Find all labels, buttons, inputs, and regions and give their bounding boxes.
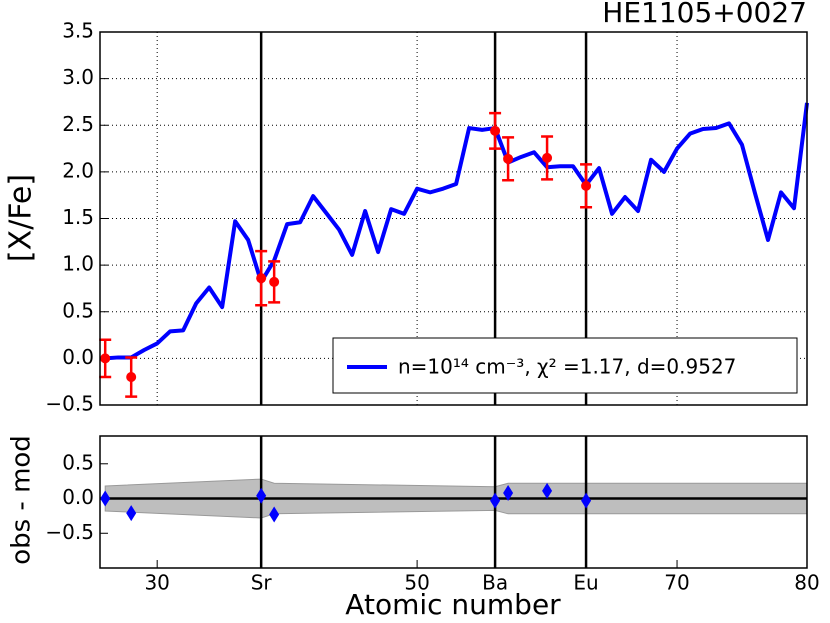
observation-point — [581, 180, 592, 191]
x-tick-label: Sr — [251, 571, 273, 595]
x-tick-label: 80 — [794, 571, 819, 595]
y-tick-label: 0.5 — [62, 450, 94, 474]
residual-point — [581, 492, 592, 509]
y-tick-label: 0.0 — [62, 485, 94, 509]
residual-point — [256, 487, 267, 504]
residual-point — [269, 506, 280, 523]
observation-point — [126, 372, 137, 383]
legend-box — [332, 337, 798, 394]
y-axis-label: [X/Fe] — [4, 174, 39, 262]
y-tick-label: 3.0 — [62, 65, 94, 89]
residual-point — [490, 492, 501, 509]
y-tick-label: 1.0 — [62, 252, 94, 276]
x-axis-label: Atomic number — [345, 588, 561, 621]
y-axis-label: obs - mod — [7, 435, 37, 565]
residual-point — [126, 505, 137, 522]
y-tick-label: 2.0 — [62, 158, 94, 182]
observation-point — [269, 276, 280, 287]
legend-label: n=10¹⁴ cm⁻³, χ² =1.17, d=0.9527 — [398, 355, 736, 379]
plot-frame — [99, 435, 808, 569]
y-tick-label: −0.5 — [45, 520, 94, 544]
observation-point — [490, 125, 501, 136]
observation-point — [542, 152, 553, 163]
x-tick-label: 70 — [664, 571, 689, 595]
y-tick-label: 2.5 — [62, 112, 94, 136]
model-line — [105, 102, 809, 361]
residual-point — [100, 490, 111, 507]
observation-point — [503, 153, 514, 164]
residual-point — [503, 484, 514, 501]
chart-title: HE1105+0027 — [602, 0, 807, 29]
y-tick-label: 1.5 — [62, 205, 94, 229]
y-tick-label: −0.5 — [45, 392, 94, 416]
y-tick-label: 0.5 — [62, 298, 94, 322]
x-tick-label: 30 — [144, 571, 169, 595]
observation-point — [100, 353, 111, 364]
observation-point — [256, 273, 267, 284]
plot-frame — [99, 31, 808, 406]
residual-point — [542, 482, 553, 499]
x-tick-label: Ba — [482, 571, 508, 595]
y-tick-label: 3.5 — [62, 19, 94, 43]
x-tick-label: Eu — [573, 571, 598, 595]
y-tick-label: 0.0 — [62, 345, 94, 369]
x-tick-label: 50 — [404, 571, 429, 595]
